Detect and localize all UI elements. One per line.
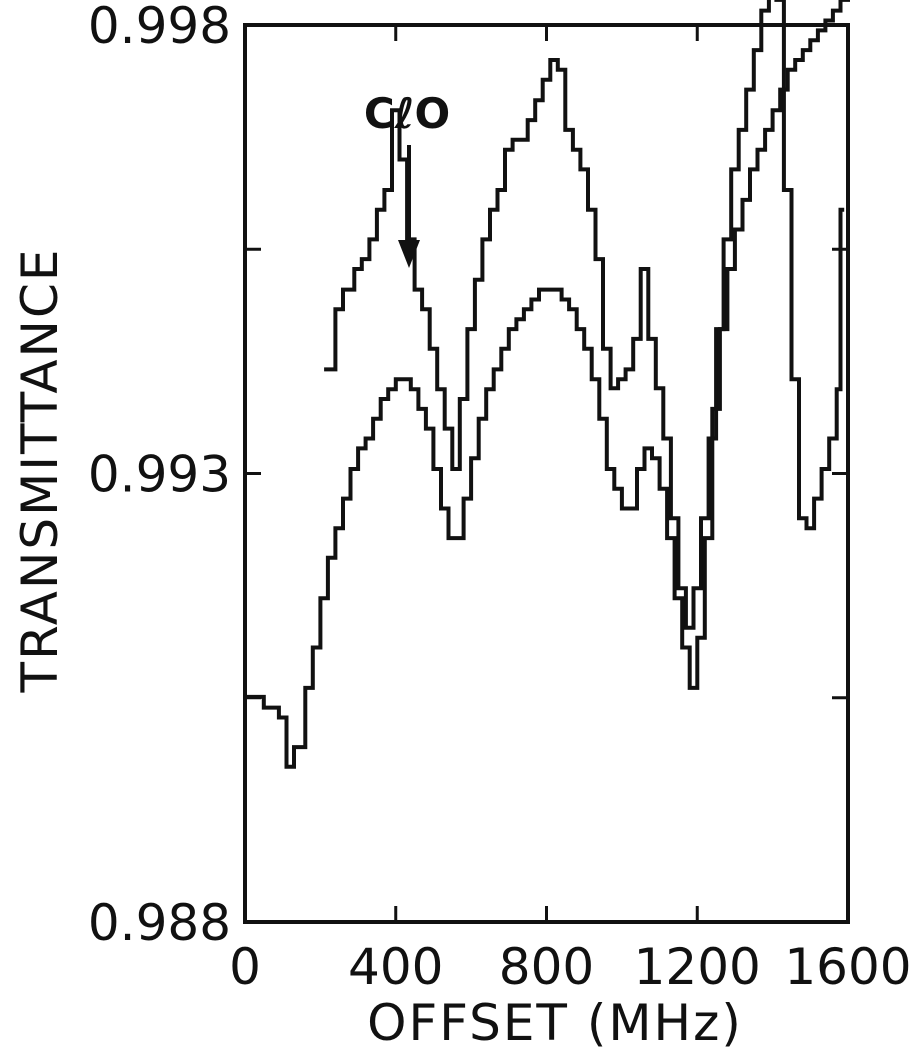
clo-annotation: CℓO [364,89,450,268]
x-tick-labels: 0 400 800 1200 1600 [229,938,912,996]
y-tick-label: 0.988 [88,894,231,952]
x-tick-label: 800 [499,938,594,996]
x-tick-label: 1600 [784,938,911,996]
trace-1 [324,0,845,630]
y-tick-label: 0.998 [88,0,231,55]
x-axis-title: OFFSET (MHz) [367,994,743,1050]
x-tick-label: 400 [348,938,443,996]
y-tick-labels: 0.988 0.993 0.998 [88,0,231,952]
x-tick-label: 0 [229,938,261,996]
y-tick-label: 0.993 [88,446,231,504]
y-axis-title: TRANSMITTANCE [11,248,69,694]
x-tick-label: 1200 [634,938,761,996]
traces-layer [245,0,850,769]
plot-frame [243,23,850,924]
clo-arrow-head [398,240,420,268]
trace-2 [245,0,850,769]
clo-annotation-label: CℓO [364,89,450,138]
